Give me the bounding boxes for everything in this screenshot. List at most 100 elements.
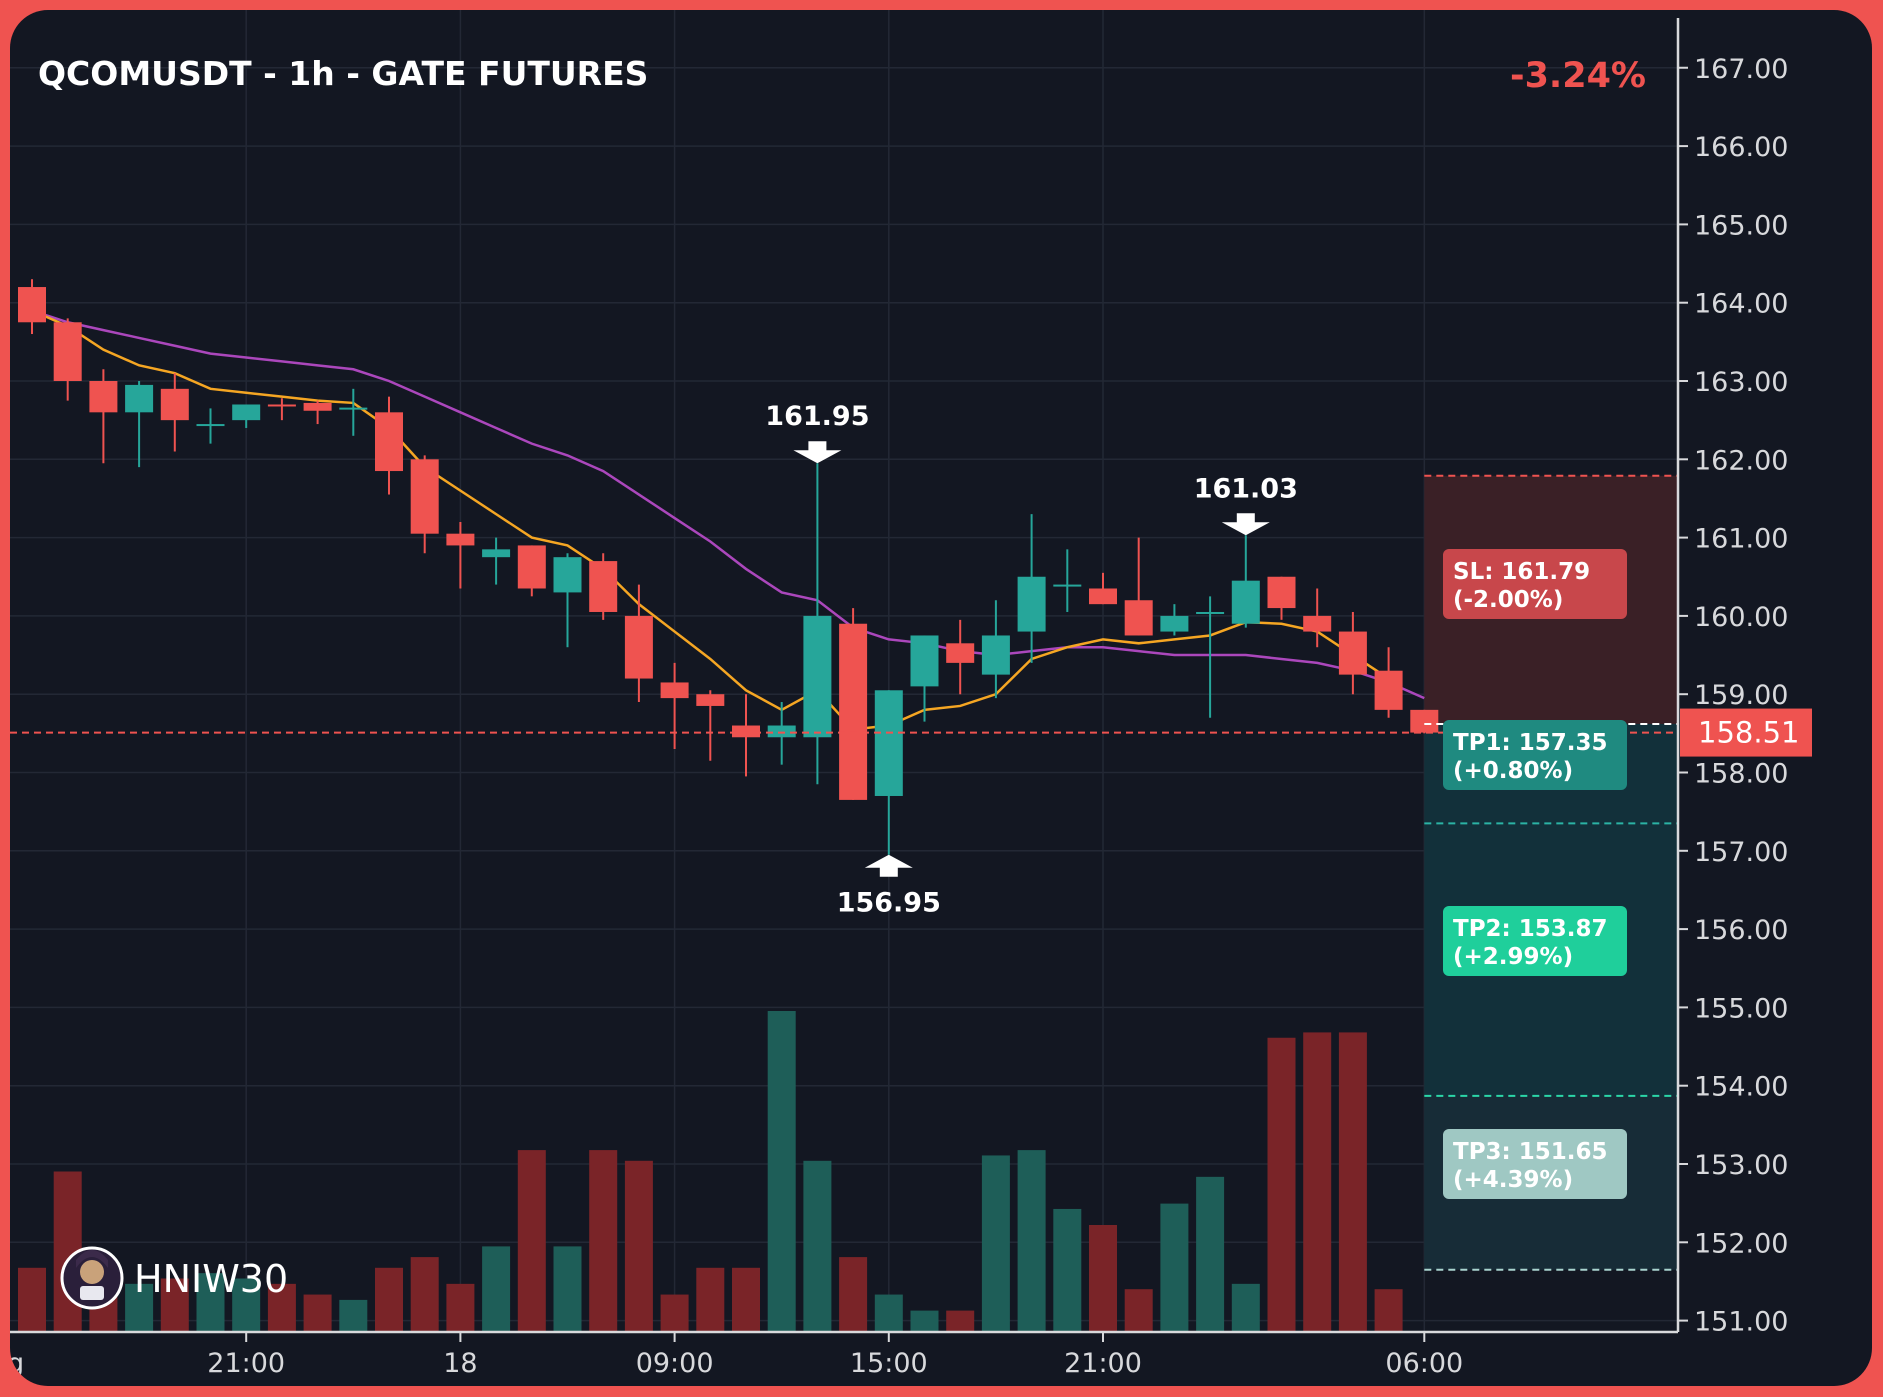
time-tick-label: 21:00 (1064, 1348, 1142, 1379)
candle-body (1160, 615, 1189, 632)
candle[interactable] (89, 369, 118, 464)
candle-body (1017, 576, 1046, 632)
volume-bar (160, 1278, 189, 1332)
volume-bar (1374, 1289, 1403, 1332)
candle[interactable] (910, 635, 939, 722)
tp2-box-bg (1443, 906, 1627, 976)
candle[interactable] (232, 404, 261, 428)
price-tick-label: 154.00 (1694, 1072, 1788, 1103)
price-tick-label: 158.00 (1694, 759, 1788, 790)
volume-bar (732, 1267, 760, 1332)
candle[interactable] (1231, 535, 1260, 628)
candle-body (1124, 600, 1153, 636)
candle-body (660, 682, 689, 699)
candle[interactable] (410, 455, 439, 554)
candle[interactable] (589, 553, 618, 620)
price-tick-label: 152.00 (1694, 1228, 1788, 1259)
price-tick-label: 159.00 (1694, 680, 1788, 711)
candle[interactable] (517, 545, 546, 597)
time-tick-label: 06:00 (1385, 1348, 1463, 1379)
candle-body (1374, 670, 1403, 710)
candle[interactable] (946, 619, 975, 695)
candle[interactable] (1267, 576, 1296, 620)
tp1-price-text: TP1: 157.35 (1453, 730, 1608, 756)
candle-body (946, 643, 975, 663)
volume-bar (339, 1299, 368, 1332)
candle[interactable] (18, 279, 46, 335)
candle[interactable] (1160, 604, 1189, 636)
candle[interactable] (196, 408, 225, 444)
high-price-label: 161.95 (765, 401, 869, 432)
candle-body (981, 635, 1010, 675)
candle[interactable] (981, 600, 1010, 699)
tp3-label-box: TP3: 151.65(+4.39%) (1443, 1129, 1627, 1199)
candle[interactable] (660, 662, 689, 750)
candle[interactable] (375, 396, 403, 495)
candle-body (18, 287, 46, 323)
candle[interactable] (1089, 572, 1117, 605)
candle[interactable] (303, 400, 332, 425)
candle-body (1053, 584, 1082, 587)
candle-body (89, 381, 118, 413)
candle[interactable] (1053, 549, 1082, 612)
candle[interactable] (1303, 588, 1332, 648)
watermark-name: HNIW30 (134, 1257, 288, 1301)
tp1-percent-text: (+0.80%) (1453, 758, 1573, 784)
time-tick-label: 21:00 (207, 1348, 285, 1379)
candle[interactable] (624, 584, 653, 703)
candle[interactable] (803, 463, 832, 785)
candle-body (196, 424, 225, 427)
volume-bar (1124, 1289, 1153, 1332)
candle-body (232, 404, 261, 421)
volume-bar (874, 1294, 903, 1332)
price-axis[interactable]: 151.00 152.00 153.00 154.00 155.00 156.00 157.… (1676, 18, 1812, 1338)
moving-averages (31, 309, 1425, 731)
candle[interactable] (1338, 611, 1367, 695)
time-tick-label: 18 (443, 1348, 477, 1379)
low-price-label: 156.95 (837, 888, 941, 919)
volume-bar (303, 1294, 332, 1332)
candle[interactable] (732, 694, 760, 777)
candle[interactable] (1374, 647, 1403, 718)
candle[interactable] (553, 553, 582, 648)
candle[interactable] (125, 381, 154, 468)
price-tick-label: 164.00 (1694, 289, 1788, 320)
candle[interactable] (267, 398, 296, 421)
candle[interactable] (339, 388, 368, 436)
candle[interactable] (839, 608, 868, 800)
candle[interactable] (1017, 514, 1046, 663)
candle[interactable] (482, 537, 511, 585)
candle[interactable] (446, 521, 475, 589)
candle-body (589, 561, 618, 612)
sl-label-box: SL: 161.79(-2.00%) (1443, 549, 1627, 619)
sl-percent-text: (-2.00%) (1453, 587, 1563, 613)
candles[interactable] (18, 279, 1439, 855)
candle[interactable] (1196, 596, 1225, 718)
volume-bar (981, 1155, 1010, 1332)
tp2-label-box: TP2: 153.87(+2.99%) (1443, 906, 1627, 976)
candle[interactable] (53, 318, 82, 401)
candle-body (1267, 576, 1296, 609)
candle[interactable] (874, 690, 903, 855)
ema-slow-line (31, 309, 1425, 700)
candle[interactable] (160, 373, 189, 452)
tp1-label-box: TP1: 157.35(+0.80%) (1443, 720, 1627, 790)
tp3-percent-text: (+4.39%) (1453, 1167, 1573, 1193)
candle[interactable] (1124, 537, 1153, 636)
candle[interactable] (696, 690, 725, 761)
chart-title: QCOMUSDT - 1h - GATE FUTURES (38, 54, 648, 93)
candle[interactable] (1410, 709, 1439, 734)
price-chart[interactable]: 161.95 156.95 161.03 SL: 161.79(-2.00%) TP1… (10, 10, 1872, 1386)
volume-bar (267, 1283, 296, 1332)
candle-body (874, 690, 903, 796)
tp2-price-text: TP2: 153.87 (1453, 916, 1608, 942)
price-tick-label: 162.00 (1694, 445, 1788, 476)
time-axis[interactable]: ug 21:00 18 09:00 15:00 21:00 06:00 (10, 1330, 1678, 1379)
candle-body (1089, 588, 1117, 605)
volume-bar (910, 1310, 939, 1332)
candle-body (446, 533, 475, 546)
volume-bar (1053, 1208, 1082, 1332)
price-tick-label: 155.00 (1694, 993, 1788, 1024)
volume-bar (375, 1267, 403, 1332)
candle-body (803, 615, 832, 738)
